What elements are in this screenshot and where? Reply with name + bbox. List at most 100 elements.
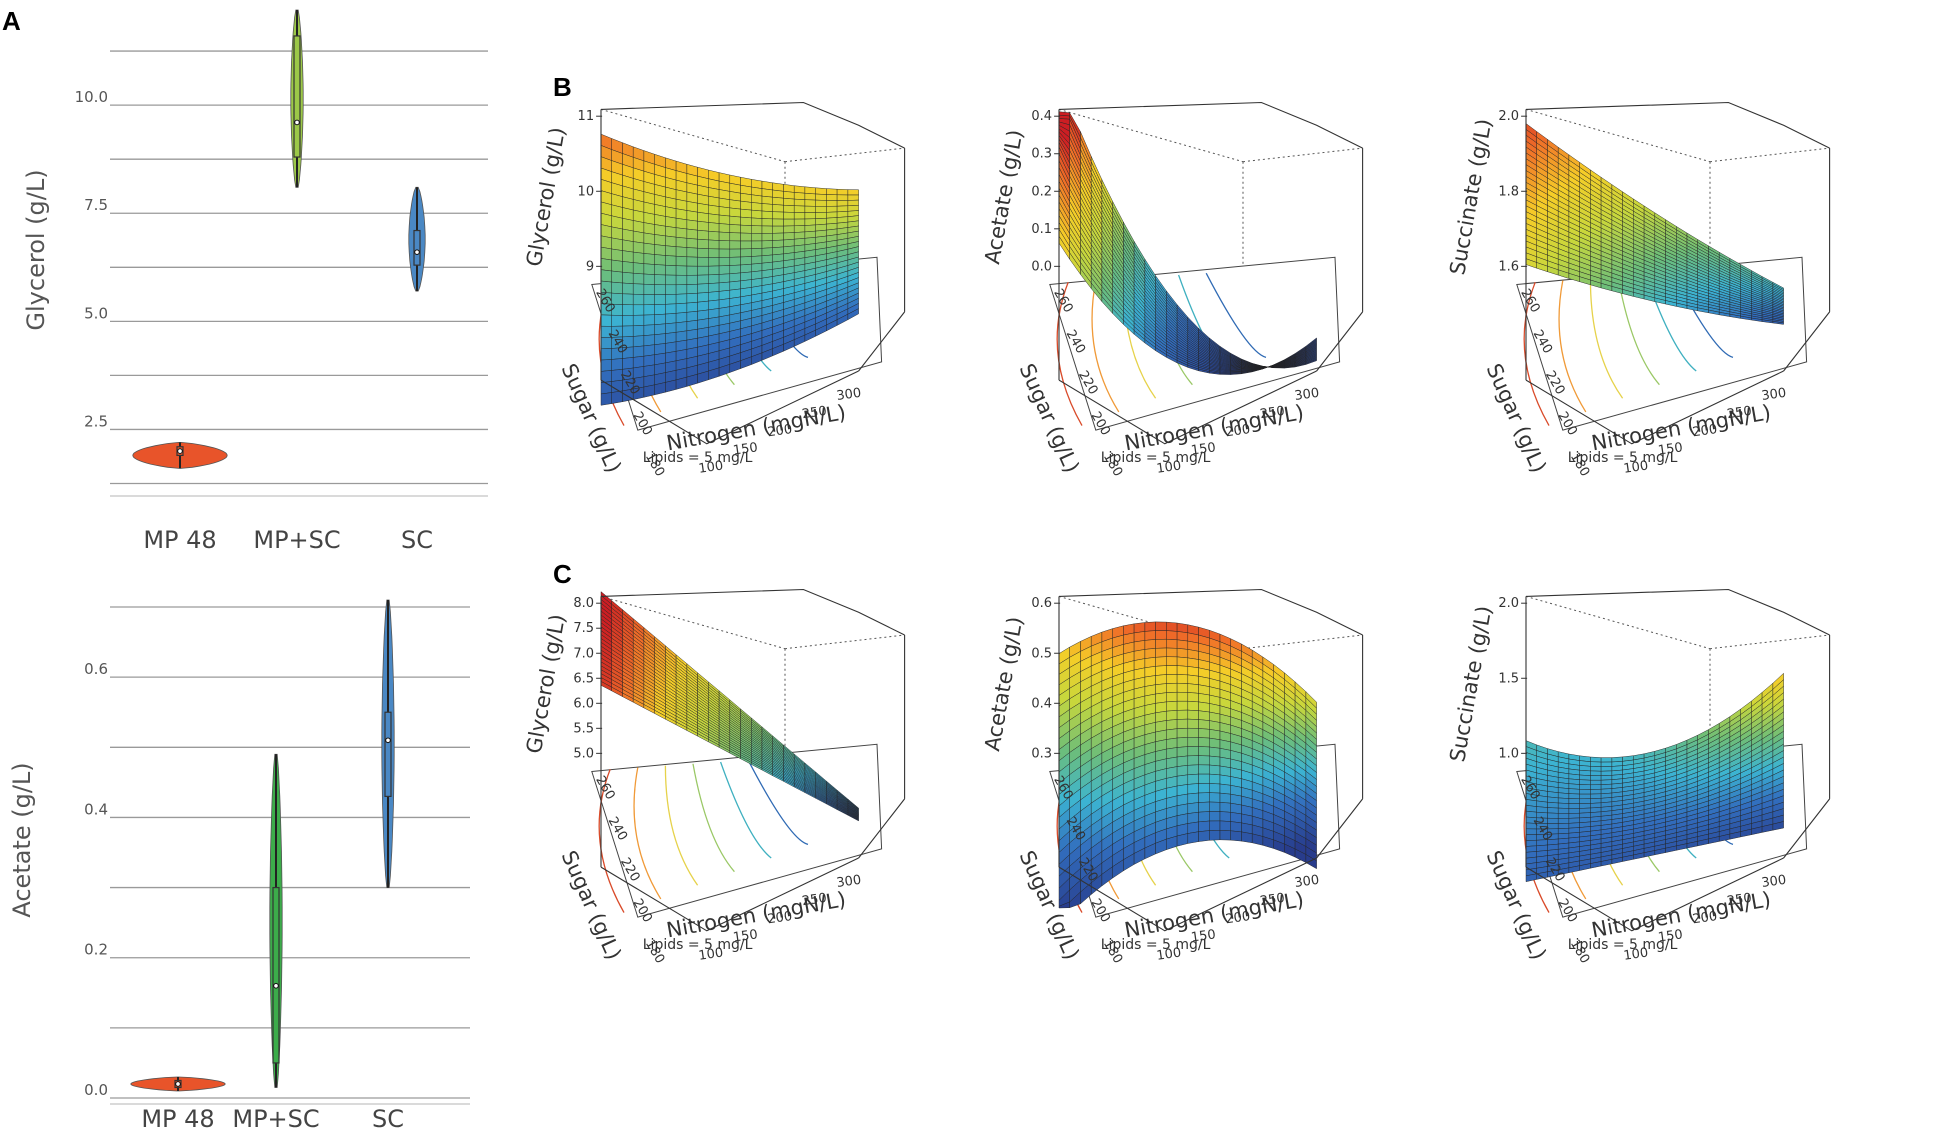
surface-cell bbox=[654, 234, 666, 246]
box-edge bbox=[1058, 370, 1317, 445]
contour-line bbox=[1589, 278, 1624, 399]
surface-cell bbox=[697, 202, 709, 214]
surface-cell bbox=[1166, 691, 1178, 703]
surface-mesh bbox=[1525, 672, 1784, 882]
surface-cell bbox=[1187, 831, 1199, 844]
surface-cell bbox=[1133, 631, 1146, 643]
surface-cell bbox=[675, 246, 688, 258]
box-edge bbox=[858, 311, 906, 372]
violin-median bbox=[175, 1081, 181, 1087]
surface-mesh bbox=[600, 133, 859, 406]
surface-cell bbox=[804, 224, 816, 233]
z-tick-label: 0.3 bbox=[1031, 746, 1052, 761]
surface-cell bbox=[1187, 718, 1199, 729]
surface-cell bbox=[1198, 719, 1210, 730]
surface-cell bbox=[611, 237, 623, 251]
surface-cell bbox=[643, 222, 655, 235]
box-back-edge bbox=[1242, 634, 1363, 650]
z-tick-label: 9 bbox=[586, 259, 594, 274]
surface-cell bbox=[1219, 792, 1231, 804]
surface-cell bbox=[1547, 796, 1559, 804]
surface-cell bbox=[1219, 811, 1231, 822]
x-tick-label: 100 bbox=[1156, 458, 1183, 476]
surface-cell bbox=[751, 209, 763, 219]
surface-cell bbox=[675, 284, 688, 295]
chart-acetate_violin: 0.0 0.2 0.4 0.6 Acetate (g/L) MP 48 MP+SC SC bbox=[8, 599, 470, 1133]
surface-cell bbox=[686, 247, 698, 258]
surface-cell bbox=[847, 308, 859, 321]
box-back-edge bbox=[1525, 108, 1711, 163]
x-tick-label: 200 bbox=[767, 422, 794, 440]
surface-cell bbox=[729, 224, 741, 234]
surface-cell bbox=[815, 206, 827, 213]
y-tick-label: 0.0 bbox=[84, 1081, 108, 1099]
surface-cell bbox=[1198, 830, 1210, 842]
surface-cell bbox=[1536, 806, 1548, 814]
surface-cell bbox=[815, 193, 827, 201]
box-edge bbox=[1783, 798, 1831, 859]
box-back-edge bbox=[1709, 147, 1830, 163]
surface-cell bbox=[654, 343, 666, 355]
surface-cell bbox=[632, 220, 645, 234]
y-axis-label: Sugar (g/L) bbox=[1482, 360, 1551, 476]
box-edge bbox=[600, 857, 859, 932]
box-back-edge bbox=[1058, 108, 1244, 163]
surface-cell bbox=[718, 257, 731, 267]
surface-cell bbox=[1579, 812, 1591, 819]
box-back-edge bbox=[1242, 147, 1363, 163]
surface-cell bbox=[1209, 811, 1221, 822]
box-edge bbox=[1316, 798, 1364, 859]
y-tick-label: 2.5 bbox=[84, 412, 108, 430]
surface-cell bbox=[740, 208, 752, 219]
panel-c-label: C bbox=[553, 559, 572, 589]
surface-cell bbox=[708, 248, 720, 258]
surface-cell bbox=[697, 220, 709, 232]
surface-cell bbox=[1219, 830, 1231, 841]
x-tick-label: 250 bbox=[1726, 891, 1753, 909]
surface-cell bbox=[793, 185, 806, 194]
surface-cell bbox=[1209, 755, 1221, 767]
surface-cell bbox=[740, 224, 752, 234]
surface-cell bbox=[1590, 770, 1602, 776]
x-tick-label: 150 bbox=[1190, 440, 1217, 458]
surface-cell bbox=[675, 312, 688, 324]
surface-cell bbox=[1155, 683, 1167, 695]
surface-cell bbox=[1590, 775, 1602, 781]
surface-cell bbox=[1219, 783, 1231, 795]
chart-glycerol_violin: 2.5 5.0 7.5 10.0 Glycerol (g/L) MP 48 MP+SC SC bbox=[22, 9, 488, 554]
surface-cell bbox=[1198, 773, 1210, 784]
surface-cell bbox=[1230, 821, 1242, 833]
surface-cell bbox=[1155, 638, 1167, 649]
surface-cell bbox=[600, 246, 612, 261]
surface-cell bbox=[1166, 682, 1178, 693]
surface-cell bbox=[1209, 773, 1221, 785]
lipids-caption: Lipids = 5 mg/L bbox=[1101, 450, 1211, 466]
surface-cell bbox=[1176, 718, 1189, 729]
surface-cell bbox=[751, 233, 763, 242]
surface-cell bbox=[697, 300, 709, 312]
surface-cell bbox=[751, 202, 763, 212]
surface-charts: 91011100150200250300180200220240260Glyce… bbox=[522, 101, 1831, 966]
surface-cell bbox=[826, 194, 838, 201]
surface-cell bbox=[718, 273, 731, 284]
surface-cell bbox=[1187, 802, 1199, 814]
surface-cell bbox=[1579, 774, 1591, 781]
surface-cell bbox=[1600, 757, 1613, 763]
violin-iqr-box bbox=[293, 35, 301, 158]
surface-cell bbox=[675, 293, 688, 305]
surface-cell bbox=[772, 246, 784, 256]
contour-line bbox=[1205, 272, 1267, 358]
surface-cell bbox=[665, 294, 677, 305]
surface-cell bbox=[836, 205, 849, 213]
z-tick-label: 7.5 bbox=[573, 621, 594, 636]
surface-cell bbox=[708, 213, 720, 224]
violin-iqr-box bbox=[413, 229, 421, 266]
y-axis-label: Glycerol (g/L) bbox=[22, 169, 50, 330]
surface-cell bbox=[751, 240, 763, 249]
x-tick-label: 150 bbox=[1190, 927, 1217, 945]
surface-cell bbox=[1579, 784, 1591, 790]
surface-cell bbox=[665, 216, 677, 228]
surface-cell bbox=[1579, 769, 1591, 776]
z-axis-label: Succinate (g/L) bbox=[1445, 604, 1496, 764]
surface-cell bbox=[665, 322, 677, 334]
